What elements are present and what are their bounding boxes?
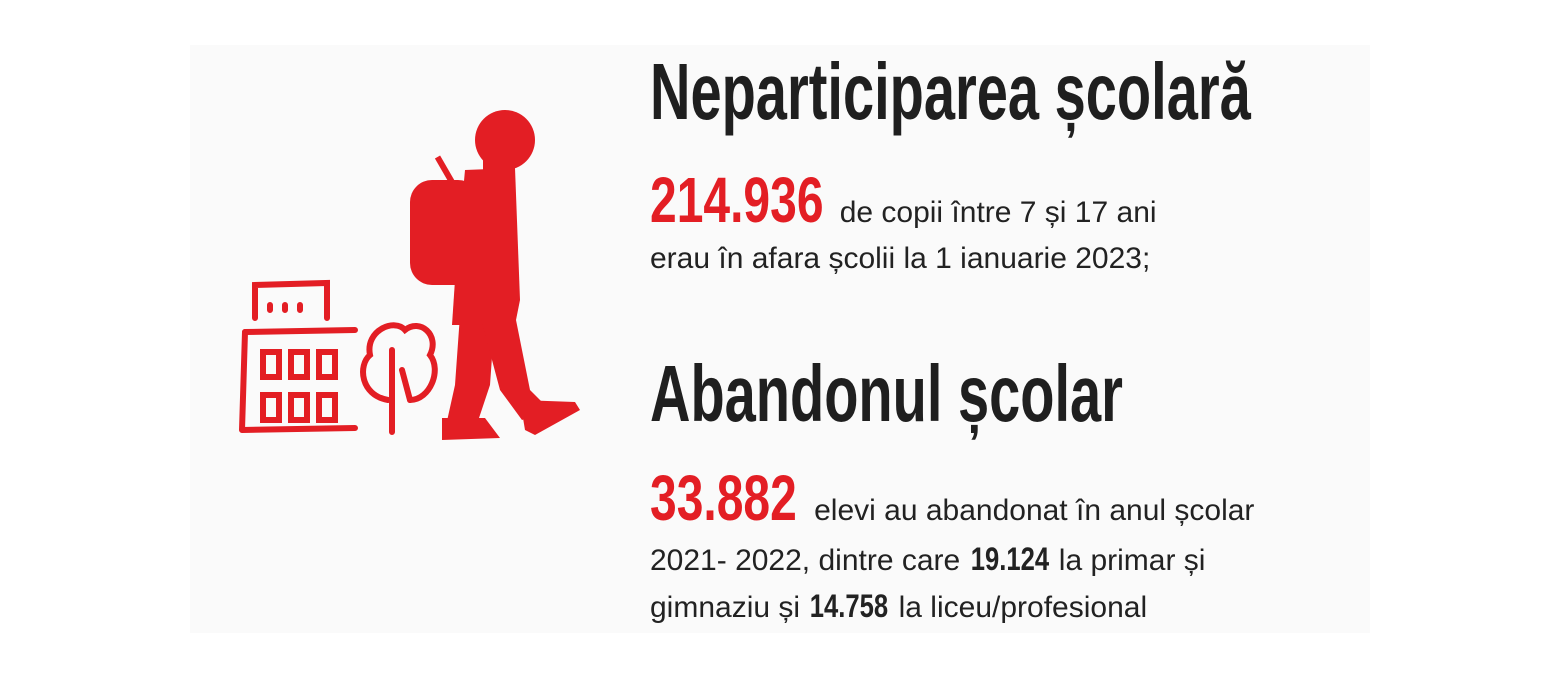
illustration [239,110,580,440]
panel [190,45,1370,633]
stat-text: gimnaziu și [650,591,801,624]
stat-line: gimnaziu și 14.758 la liceu/profesional [650,590,1147,623]
highlight-number: 33.882 [650,462,797,534]
school-building [239,279,358,433]
section-title: Neparticiparea școlară [650,47,1251,136]
child-silhouette [410,110,580,440]
stat-line: 33.882 elevi au abandonat în anul școlar [650,466,1254,530]
stat-text: la primar și [1058,544,1206,577]
tree [360,322,438,435]
stat-text: elevi au abandonat în anul școlar [814,494,1255,527]
bold-number: 14.758 [810,588,889,624]
stat-text: de copii între 7 și 17 ani [839,196,1157,229]
stat-text: 2021- 2022, dintre care [650,544,961,577]
highlight-number: 214.936 [650,164,824,236]
stat-line: 214.936 de copii între 7 și 17 ani [650,168,1157,232]
stat-text: la liceu/profesional [898,591,1148,624]
bold-number: 19.124 [970,541,1049,577]
stat-line: 2021- 2022, dintre care 19.124 la primar… [650,543,1205,576]
stat-text: erau în afara școlii la 1 ianuarie 2023; [650,242,1151,275]
section-title: Abandonul școlar [650,349,1123,438]
